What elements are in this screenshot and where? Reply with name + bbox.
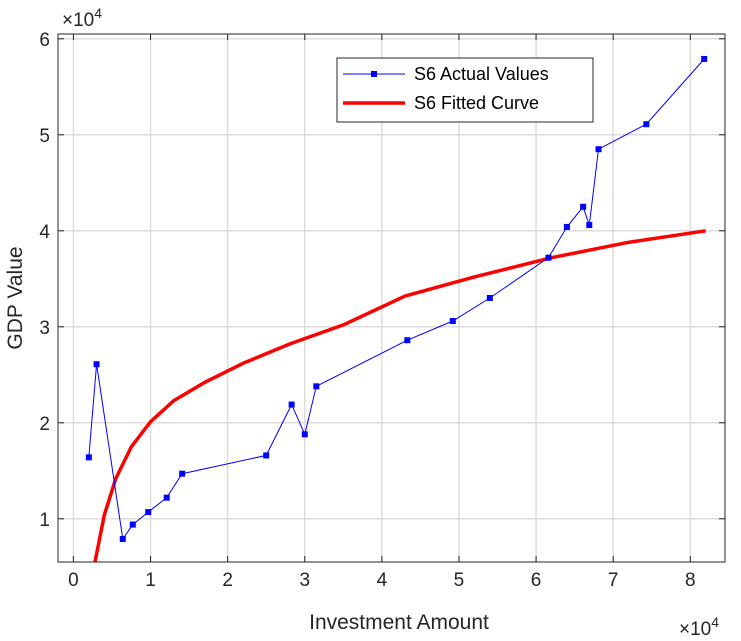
legend-box (336, 57, 594, 123)
y-exponent: ×104 (62, 5, 102, 31)
x-tick-label: 4 (377, 570, 388, 591)
x-axis-label: Investment Amount (309, 611, 489, 634)
grid (58, 34, 725, 562)
actual-value-point (145, 509, 152, 516)
actual-value-point (93, 361, 100, 368)
y-tick-label: 1 (39, 510, 50, 531)
legend: S6 Actual Values S6 Fitted Curve (336, 57, 594, 123)
actual-value-point (595, 146, 602, 153)
x-tick-label: 7 (608, 570, 619, 591)
x-tick-label: 2 (222, 570, 233, 591)
x-tick-label: 1 (145, 570, 156, 591)
actual-value-point (449, 318, 456, 325)
actual-value-point (179, 470, 186, 477)
actual-value-point (545, 254, 552, 261)
y-tick-label: 6 (39, 30, 50, 51)
actual-value-point (85, 454, 92, 461)
actual-value-point (301, 431, 308, 438)
y-tick-label: 5 (39, 126, 50, 147)
fitted-curve-line (93, 229, 706, 563)
y-tick-label: 4 (39, 222, 50, 243)
actual-value-point (263, 452, 270, 459)
x-tick-label: 6 (531, 570, 542, 591)
actual-value-point (563, 223, 570, 230)
y-tick-label: 3 (39, 318, 50, 339)
actual-value-point (404, 337, 411, 344)
legend-label-actual: S6 Actual Values (414, 64, 549, 84)
actual-value-point (163, 494, 170, 501)
ticks: 0 1 2 3 4 5 6 7 8 1 2 3 4 5 6 (39, 30, 725, 591)
legend-marker-actual (371, 71, 377, 77)
actual-value-point (701, 55, 708, 62)
actual-value-point (643, 121, 650, 128)
x-tick-label: 8 (685, 570, 696, 591)
x-tick-label: 0 (68, 570, 79, 591)
actual-value-point (119, 535, 126, 542)
plot-border (57, 33, 726, 563)
x-tick-label: 5 (454, 570, 465, 591)
actual-value-point (129, 521, 136, 528)
actual-value-point (580, 203, 587, 210)
actual-value-point (586, 222, 593, 229)
actual-value-point (486, 295, 493, 301)
series-layer (85, 55, 708, 563)
x-tick-label: 3 (299, 570, 310, 591)
x-exponent: ×104 (679, 614, 719, 640)
actual-value-point (313, 383, 320, 390)
legend-label-fitted: S6 Fitted Curve (414, 93, 539, 113)
actual-value-point (288, 401, 295, 408)
y-tick-label: 2 (39, 414, 50, 435)
y-axis-label: GDP Value (4, 246, 27, 349)
